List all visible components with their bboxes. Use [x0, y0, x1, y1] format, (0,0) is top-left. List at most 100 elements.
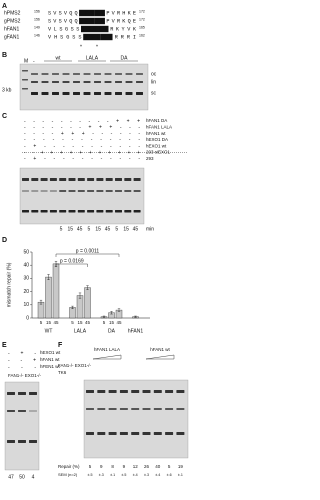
gel-band: [31, 92, 38, 95]
gel-band: [142, 432, 151, 435]
condition-name: hFAN1 wt: [40, 357, 60, 362]
gel-band: [87, 210, 95, 213]
gel-band: [73, 73, 80, 75]
significance-bracket: [55, 253, 120, 257]
gel-band: [105, 190, 113, 192]
panel-label: D: [2, 237, 7, 244]
condition-signs: - - + + + + + + + + + + +: [24, 150, 140, 156]
gel-band: [86, 408, 94, 410]
x-tick-label: 45: [53, 320, 59, 325]
time-label: 45: [133, 226, 139, 232]
condition-name: hFAN1 wt: [146, 131, 166, 136]
gel-band: [40, 178, 48, 181]
gel-band: [31, 178, 39, 181]
species-name: gFAN1: [4, 34, 20, 40]
y-tick-label: 50: [23, 249, 29, 255]
condition-signs: - - - - + + + - - - - - -: [24, 131, 140, 137]
residue-end: 162: [139, 33, 145, 37]
species-name: hPMS2: [4, 10, 21, 16]
gel-band: [83, 73, 91, 75]
error-bar: [47, 274, 50, 280]
gel: [4, 381, 40, 471]
residue-highlight: [94, 17, 105, 25]
condition-signs: - - - - - - - - - - - - -: [24, 137, 140, 143]
condition-signs: - + - - - - - - - - - - -: [24, 144, 140, 150]
gel-band: [136, 92, 143, 95]
bar: [84, 287, 91, 319]
x-tick-label: 45: [116, 320, 122, 325]
condition-name: 293 siEXO1: [146, 150, 171, 155]
x-tick-label: 45: [85, 320, 91, 325]
repair-value: 40: [155, 464, 161, 469]
time-unit: min: [146, 226, 154, 232]
group-label: WT: [45, 328, 53, 334]
condition-name: 293: [146, 156, 154, 161]
y-axis-label: mismatch repair (%): [6, 262, 12, 307]
condition-name: hFEN1 wt: [40, 364, 61, 369]
gel-band: [73, 81, 80, 83]
panel-label: A: [2, 3, 7, 10]
gel: [19, 63, 149, 111]
gel-band: [165, 408, 174, 410]
gel-band: [94, 81, 101, 83]
time-label: 15: [123, 226, 129, 232]
panel-label: F: [58, 342, 63, 349]
gel-band: [165, 432, 174, 435]
repair-value: 47: [8, 474, 14, 480]
time-label: 45: [105, 226, 111, 232]
titration-wedge: [145, 354, 175, 360]
gel-band: [176, 432, 185, 435]
gel-band: [97, 432, 106, 435]
sequence: VHSGSSKSLSRRRRI: [48, 34, 136, 40]
repair-value: 8: [111, 464, 114, 469]
gel-band: [119, 432, 128, 435]
condition-name: hEXO1 wt: [146, 143, 167, 148]
gel-band: [115, 73, 122, 75]
y-tick-label: 40: [23, 263, 29, 269]
gel-band: [125, 92, 133, 95]
gel-band: [40, 210, 48, 213]
asterisk: *: [96, 44, 98, 50]
sem-value: ±.3: [144, 473, 149, 477]
extract-label: FAN1-/- EXO1-/-: [58, 363, 92, 368]
gel-band: [41, 92, 49, 95]
sem-value: ±.4: [155, 473, 160, 477]
gel-band: [105, 210, 113, 213]
lane-label: M: [24, 58, 28, 64]
sem-value: ±.1: [178, 473, 183, 477]
gel-band: [52, 73, 59, 75]
gel-band: [62, 92, 70, 95]
repair-value: 9: [100, 464, 103, 469]
time-label: 5: [88, 226, 91, 232]
time-label: 5: [115, 226, 118, 232]
gel-band: [96, 190, 104, 192]
x-tick-label: 15: [77, 320, 83, 325]
bar: [69, 307, 76, 319]
gel-band: [133, 178, 141, 181]
lane-label: -: [33, 58, 35, 64]
sequence: VLSGSSLSKLSRKYVK: [48, 26, 137, 32]
sequence: SVSVQQLFSTLPVRKQE: [48, 18, 136, 24]
gel-band: [40, 190, 48, 192]
gel-band: [18, 410, 26, 412]
error-bar: [134, 315, 137, 318]
gel-band: [115, 81, 122, 83]
lane-group-label: wt: [56, 55, 62, 61]
x-tick-label: 15: [109, 320, 115, 325]
error-bar: [39, 299, 43, 305]
gel-band: [49, 190, 57, 192]
gel-band: [153, 390, 162, 393]
gel-band: [68, 178, 76, 181]
p-value: p = 0.0011: [76, 248, 100, 254]
sem-value: ±.5: [121, 473, 126, 477]
gel-band: [18, 440, 26, 443]
gel-band: [22, 190, 29, 192]
gel-band: [115, 210, 122, 213]
sem-value: ±.4: [133, 473, 138, 477]
gel-band: [153, 432, 162, 435]
repair-value: 4: [32, 474, 35, 480]
gel-band: [131, 390, 140, 393]
gel-band: [31, 81, 38, 83]
gel-band: [22, 178, 29, 181]
